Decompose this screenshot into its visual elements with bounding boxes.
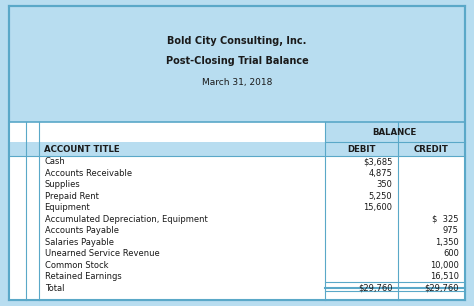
Text: Prepaid Rent: Prepaid Rent	[45, 192, 99, 201]
Text: Retained Earnings: Retained Earnings	[45, 272, 121, 281]
Text: ACCOUNT TITLE: ACCOUNT TITLE	[44, 145, 119, 154]
Text: 4,875: 4,875	[369, 169, 392, 178]
Text: Equipment: Equipment	[45, 203, 91, 212]
Text: 10,000: 10,000	[430, 261, 459, 270]
Text: 350: 350	[377, 180, 392, 189]
Text: Accumulated Depreciation, Equipment: Accumulated Depreciation, Equipment	[45, 215, 207, 224]
Text: Supplies: Supplies	[45, 180, 80, 189]
Text: DEBIT: DEBIT	[347, 145, 376, 154]
Text: Common Stock: Common Stock	[45, 261, 108, 270]
Text: Cash: Cash	[45, 157, 65, 166]
Text: 5,250: 5,250	[369, 192, 392, 201]
FancyBboxPatch shape	[9, 6, 465, 300]
Text: $29,760: $29,760	[358, 284, 392, 293]
Text: CREDIT: CREDIT	[414, 145, 449, 154]
Text: $  325: $ 325	[432, 215, 459, 224]
FancyBboxPatch shape	[9, 142, 465, 156]
Text: Post-Closing Trial Balance: Post-Closing Trial Balance	[165, 56, 309, 66]
Text: 16,510: 16,510	[430, 272, 459, 281]
Text: Total: Total	[45, 284, 64, 293]
Text: Accounts Receivable: Accounts Receivable	[45, 169, 132, 178]
Text: 600: 600	[443, 249, 459, 258]
FancyBboxPatch shape	[9, 122, 465, 300]
Text: 15,600: 15,600	[364, 203, 392, 212]
Text: $29,760: $29,760	[424, 284, 459, 293]
Text: Accounts Payable: Accounts Payable	[45, 226, 118, 235]
Text: March 31, 2018: March 31, 2018	[202, 78, 272, 87]
Text: Salaries Payable: Salaries Payable	[45, 238, 114, 247]
Text: Bold City Consulting, Inc.: Bold City Consulting, Inc.	[167, 36, 307, 46]
Text: Unearned Service Revenue: Unearned Service Revenue	[45, 249, 159, 258]
Text: $3,685: $3,685	[363, 157, 392, 166]
FancyBboxPatch shape	[325, 122, 465, 142]
Text: BALANCE: BALANCE	[373, 128, 417, 137]
Text: 1,350: 1,350	[435, 238, 459, 247]
Text: 975: 975	[443, 226, 459, 235]
